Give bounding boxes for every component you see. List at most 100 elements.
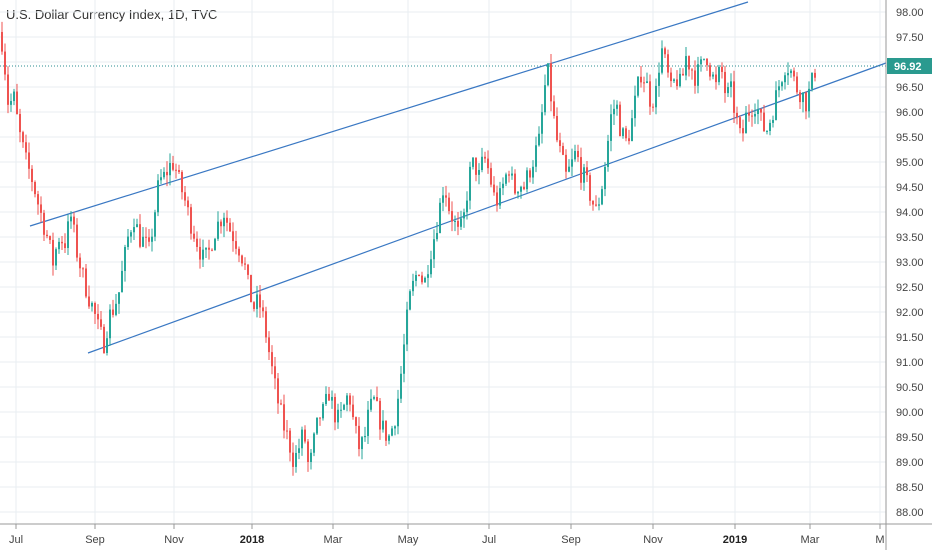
candle-body	[76, 224, 78, 258]
candle-body	[121, 270, 123, 293]
candle-body	[700, 59, 702, 65]
candle-body	[460, 218, 462, 227]
candle-body	[442, 195, 444, 203]
candle-body	[406, 309, 408, 345]
candle-body	[151, 236, 153, 242]
candle-body	[271, 352, 273, 367]
candle-body	[133, 227, 135, 233]
chart-title: U.S. Dollar Currency Index, 1D, TVC	[6, 7, 218, 22]
candle-body	[301, 429, 303, 449]
candle-body	[337, 409, 339, 423]
candle-body	[631, 118, 633, 142]
candle-body	[286, 430, 288, 432]
candle-body	[223, 217, 225, 227]
candle-body	[754, 113, 756, 117]
candle-body	[607, 140, 609, 167]
candle-body	[748, 112, 750, 116]
candle-body	[331, 396, 333, 401]
candle-body	[61, 241, 63, 244]
candle-body	[577, 150, 579, 158]
y-tick-label: 98.00	[896, 7, 924, 19]
candle-body	[373, 397, 375, 399]
candle-body	[433, 239, 435, 260]
candle-body	[436, 232, 438, 240]
candle-body	[4, 51, 6, 75]
candle-body	[214, 238, 216, 251]
x-tick-label: M	[875, 534, 884, 546]
candle-body	[796, 76, 798, 93]
y-tick-label: 96.50	[896, 82, 924, 94]
candle-body	[328, 393, 330, 401]
candle-body	[202, 249, 204, 260]
x-axis[interactable]: Jul Sep Nov 2018 Mar May Jul Sep Nov 2019 Mar M	[9, 524, 885, 546]
trend-channel[interactable]	[29, 1, 887, 354]
candle-body	[403, 344, 405, 374]
candle-body	[217, 221, 219, 239]
candle-body	[136, 224, 138, 228]
candle-body	[196, 238, 198, 247]
candle-body	[685, 56, 687, 76]
candle-body	[706, 58, 708, 66]
candle-body	[481, 156, 483, 170]
upper-trendline[interactable]	[29, 1, 749, 227]
candle-body	[547, 63, 549, 86]
candle-body	[559, 140, 561, 146]
candle-body	[526, 170, 528, 190]
candle-body	[34, 182, 36, 195]
candle-body	[673, 79, 675, 82]
candle-body	[583, 167, 585, 183]
candle-body	[697, 64, 699, 86]
candle-body	[10, 101, 12, 105]
candle-body	[508, 174, 510, 176]
last-price-box	[887, 58, 932, 74]
candle-body	[595, 204, 597, 206]
lower-trendline[interactable]	[87, 62, 887, 354]
candle-body	[466, 200, 468, 213]
candle-body	[721, 66, 723, 72]
candle-body	[391, 428, 393, 436]
candle-body	[79, 257, 81, 269]
candle-body	[289, 430, 291, 453]
candle-body	[163, 171, 165, 178]
candle-body	[712, 74, 714, 77]
candle-body	[676, 79, 678, 87]
candle-body	[667, 54, 669, 73]
candle-body	[715, 74, 717, 83]
candles	[1, 21, 816, 476]
candle-body	[148, 237, 150, 242]
y-tick-label: 90.50	[896, 382, 924, 394]
candle-body	[724, 71, 726, 94]
candle-body	[94, 303, 96, 314]
candle-body	[601, 189, 603, 205]
candle-body	[478, 169, 480, 175]
candle-body	[385, 420, 387, 441]
candle-body	[31, 168, 33, 183]
candle-body	[790, 70, 792, 74]
candle-body	[7, 74, 9, 105]
candle-body	[454, 220, 456, 222]
candle-body	[235, 241, 237, 249]
candle-body	[241, 255, 243, 264]
candle-body	[325, 393, 327, 405]
candle-body	[709, 65, 711, 77]
candle-body	[313, 433, 315, 453]
candle-body	[421, 275, 423, 283]
candle-body	[49, 236, 51, 240]
candle-body	[679, 73, 681, 87]
candle-body	[343, 404, 345, 410]
y-tick-label: 97.50	[896, 32, 924, 44]
candle-body	[580, 157, 582, 183]
candle-body	[409, 291, 411, 310]
candle-body	[424, 277, 426, 283]
candle-body	[682, 73, 684, 76]
candle-body	[295, 452, 297, 467]
candle-body	[67, 221, 69, 249]
y-axis[interactable]: 98.0097.5097.0096.5096.0095.5095.0094.50…	[896, 7, 924, 519]
candle-body	[418, 274, 420, 276]
y-tick-label: 89.50	[896, 432, 924, 444]
candle-body	[742, 128, 744, 134]
candle-body	[103, 326, 105, 354]
candle-body	[658, 72, 660, 86]
candle-body	[448, 197, 450, 212]
